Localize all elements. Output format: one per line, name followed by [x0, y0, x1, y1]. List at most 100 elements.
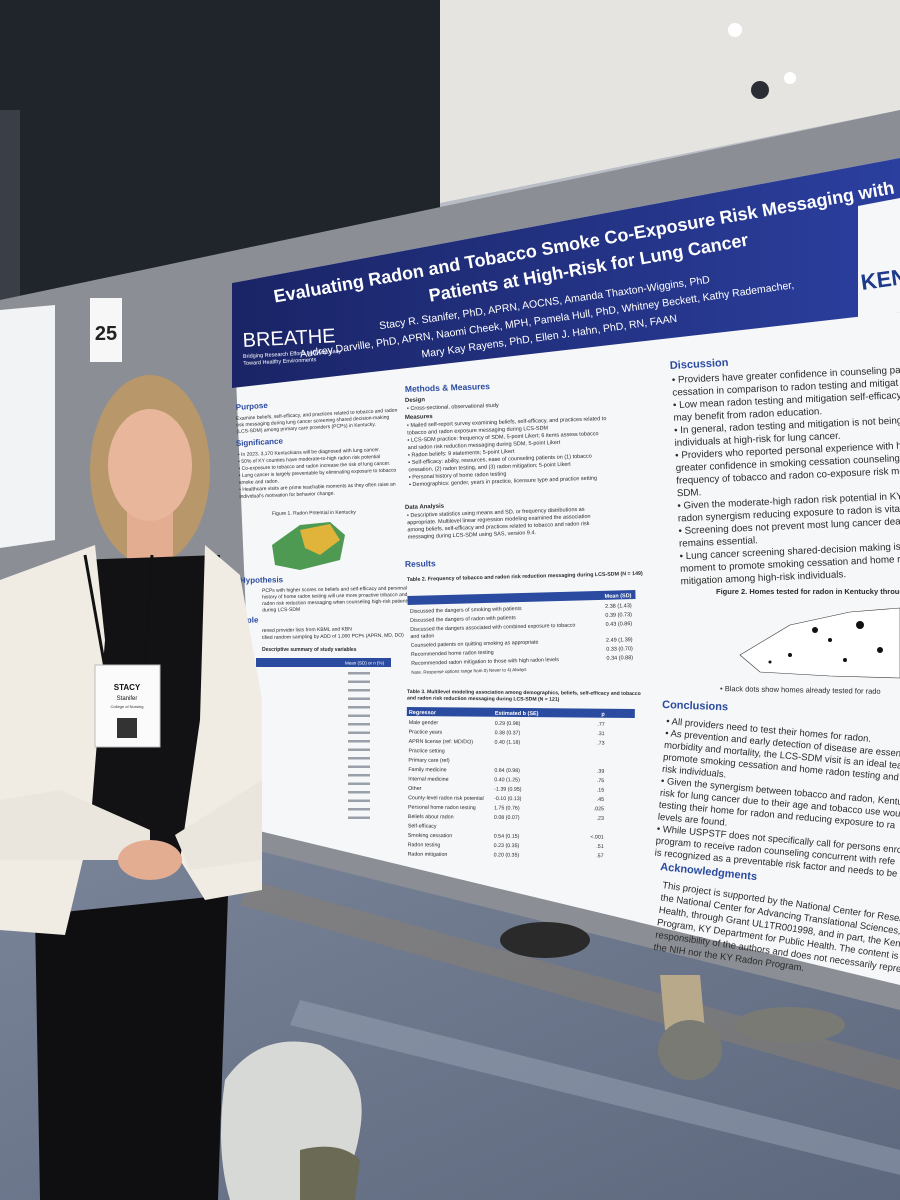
table-row-placeholder: [348, 774, 370, 777]
table-label: Personal home radon testing: [408, 805, 476, 812]
table-row-placeholder: [348, 748, 370, 751]
table-value: <.001: [590, 834, 604, 840]
figure-note-group: • Black dots show homes already tested f…: [720, 684, 881, 696]
section-text: messaging during LCS-SDM using SAS, vers…: [408, 530, 537, 540]
table-value: 2.49 (1.39): [606, 637, 633, 644]
table-label: and radon: [410, 633, 434, 640]
table-column-header: Estimated b (SE): [495, 711, 539, 717]
table-title-group: Descriptive summary of study variables: [262, 647, 357, 653]
ceiling-light: [784, 72, 796, 84]
section-text: • In 2023, 3,170 Kentuckians will be dia…: [238, 447, 380, 458]
table-label: Radon testing: [408, 842, 441, 848]
section-text-group: rened provider lists from KBML and KBNti…: [262, 626, 404, 641]
logo: BREATHE: [242, 325, 336, 352]
university-logo: KEN: [859, 264, 900, 295]
table-label: Other: [408, 786, 422, 792]
table-value: .57: [596, 853, 603, 859]
section-heading-group: Discussion: [670, 357, 730, 372]
table-title: and radon risk reduction messaging durin…: [407, 695, 560, 702]
logo-tagline: Toward Healthy Environments: [243, 357, 317, 367]
table-row-placeholder: [348, 765, 370, 768]
section-text-group: PCPs with higher scores on beliefs and s…: [262, 585, 410, 613]
table-row-placeholder: [348, 791, 370, 794]
section-text: during LCS-SDM: [262, 607, 300, 614]
table-row-placeholder: [348, 740, 370, 743]
sleeve: [0, 790, 150, 860]
table-row-placeholder: [348, 672, 370, 675]
poster-header: [232, 158, 900, 388]
table-label: Radon mitigation: [408, 852, 448, 858]
table-value: .15: [597, 787, 604, 793]
badge-qr: [117, 718, 137, 738]
section-text: and radon risk reduction messaging durin…: [408, 440, 561, 451]
table-value: .75: [597, 778, 604, 784]
table-row-placeholder: [348, 731, 370, 734]
section-heading: Results: [405, 558, 436, 569]
section-heading-group: Results: [405, 558, 436, 569]
table-value: 0.84 (0.98): [494, 768, 520, 774]
table-value: 0.34 (0.88): [606, 655, 633, 662]
section-text: history of home radon testing will use m…: [262, 592, 408, 601]
table-row-placeholder: [348, 723, 370, 726]
table-value: 0.38 (0.37): [495, 730, 521, 736]
section-text: rened provider lists from KBML and KBN: [262, 626, 352, 634]
table-column-header: Regressor: [409, 710, 437, 716]
table-label: Practice setting: [408, 748, 444, 754]
section-text: • Lung cancer is largely preventable by …: [239, 467, 397, 479]
table-row-placeholder: [348, 808, 370, 811]
table-row-placeholder: [348, 706, 370, 709]
table-row-placeholder: [348, 799, 370, 802]
section-heading-group: Purpose: [236, 401, 269, 412]
university-logo-area: [858, 198, 900, 318]
table-column-header: Mean (SD): [605, 593, 632, 600]
logo-tagline: Bridging Research Efforts and Advocacy: [243, 349, 342, 360]
table-label: Recommended radon mitigation to those wi…: [411, 657, 559, 667]
subheading-group: Data Analysis: [405, 504, 445, 511]
table-label: Male gender: [409, 720, 439, 726]
table-title: Descriptive summary of study variables: [262, 647, 357, 653]
neighbour-poster: [0, 305, 55, 548]
section-text: SDM.: [677, 487, 702, 499]
table-label: Discussed the dangers of radon with pati…: [410, 615, 516, 624]
visitor-legs: [660, 975, 705, 1030]
table-value: 2.38 (1.43): [605, 603, 632, 610]
badge-unit: College of Nursing: [111, 704, 144, 709]
subheading: Design: [405, 397, 426, 404]
ceiling-light: [751, 81, 769, 99]
figure-caption: Figure 2. Homes tested for radon in Kent…: [716, 587, 900, 596]
section-text: • Co-exposure to tobacco and radon incre…: [238, 461, 390, 472]
table-label: Practice years: [409, 729, 443, 735]
table-label: Discussed the dangers of smoking with pa…: [410, 606, 522, 615]
section-text: cessation, (2) radon testing, and (3) ra…: [408, 462, 571, 474]
section-text-group: • Cross-sectional, observational study: [407, 403, 499, 412]
table-header-bar: [256, 658, 391, 667]
badge-surname: Stanifer: [117, 696, 138, 702]
radon-test-dots: [768, 621, 883, 664]
university-logo-group: KEN: [859, 264, 900, 295]
ceiling-light: [728, 23, 742, 37]
table-row-placeholder: [348, 714, 370, 717]
table-label: Smoking cessation: [408, 833, 453, 839]
wall-panel: [0, 110, 20, 300]
table-value: 0.40 (1.18): [495, 740, 521, 746]
table-label: APRN license (ref: MD/DO): [409, 739, 474, 746]
table-value: 0.40 (1.25): [494, 777, 520, 783]
section-text: • Healthcare visits are prime teachable …: [239, 482, 396, 493]
table-header-bar: [406, 706, 635, 718]
section-text: ▪ Personal history of home radon testing: [409, 471, 507, 480]
badge-name: STACY: [114, 683, 141, 692]
table-value: 0.08 (0.07): [494, 815, 520, 821]
bag: [500, 922, 590, 958]
table-label: Beliefs about radon: [408, 814, 454, 820]
table-label: Counseled patients on quitting smoking a…: [411, 640, 539, 649]
table-3: Table 3. Multilevel modeling association…: [406, 689, 641, 859]
table-row-placeholder: [348, 782, 370, 785]
visitor-shoe: [735, 1007, 845, 1043]
subheading: Data Analysis: [405, 504, 445, 511]
table-row-placeholder: [348, 757, 370, 760]
section-heading: Purpose: [236, 401, 269, 412]
figure-caption: Figure 1. Radon Potential in Kentucky: [272, 510, 357, 517]
table-value: 0.54 (0.15): [494, 834, 520, 840]
table-label: Internal medicine: [408, 776, 448, 782]
section-heading: Conclusions: [662, 699, 728, 713]
